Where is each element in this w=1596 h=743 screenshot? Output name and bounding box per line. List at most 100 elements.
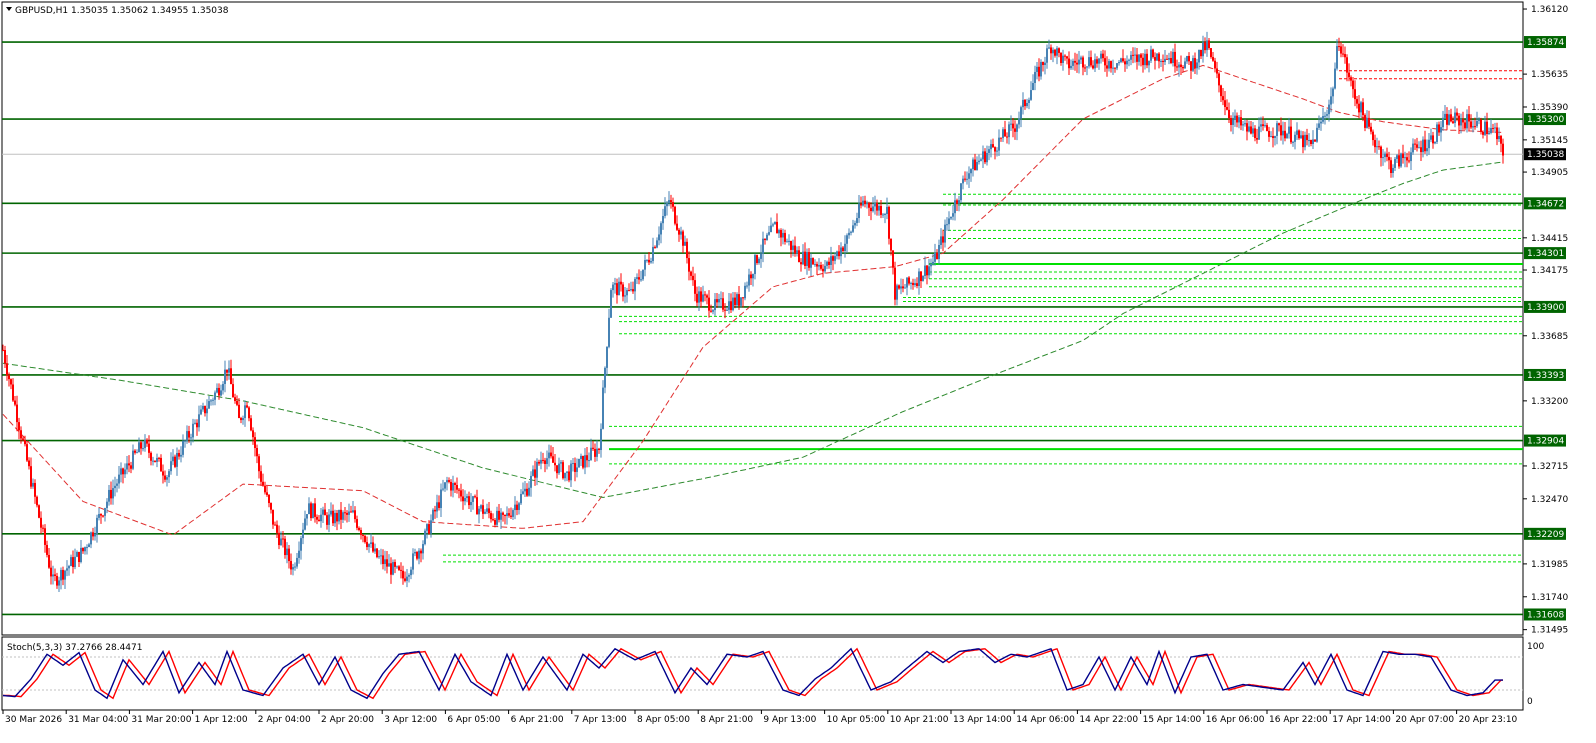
candle-body-bear bbox=[458, 489, 460, 491]
candle-body-bear bbox=[534, 469, 536, 478]
candle-body-bear bbox=[460, 490, 462, 497]
candle-body-bull bbox=[168, 471, 170, 478]
candle-body-bull bbox=[216, 387, 218, 393]
candle-body-bull bbox=[702, 294, 704, 302]
candle-body-bear bbox=[892, 250, 894, 268]
candle-body-bull bbox=[968, 173, 970, 179]
candle-body-bear bbox=[942, 236, 944, 243]
candle-body-bear bbox=[344, 512, 346, 514]
candle-body-bear bbox=[30, 466, 32, 487]
candle-body-bear bbox=[266, 492, 268, 495]
candle-body-bull bbox=[108, 489, 110, 502]
candle-body-bear bbox=[804, 251, 806, 266]
candle-body-bear bbox=[218, 387, 220, 396]
time-tick-label: 3 Apr 12:00 bbox=[384, 715, 437, 725]
candle-body-bull bbox=[1164, 58, 1166, 63]
candle-body-bull bbox=[1062, 55, 1064, 63]
candle-body-bull bbox=[1072, 60, 1074, 66]
candle-body-bull bbox=[1334, 68, 1336, 89]
time-tick-label: 6 Apr 21:00 bbox=[511, 715, 564, 725]
candle-body-bear bbox=[256, 448, 258, 457]
candle-body-bear bbox=[160, 457, 162, 472]
candle-body-bull bbox=[182, 441, 184, 455]
candle-body-bull bbox=[988, 149, 990, 153]
collapse-arrow-icon[interactable] bbox=[6, 7, 12, 11]
candle-body-bull bbox=[410, 569, 412, 576]
candle-body-bull bbox=[564, 472, 566, 479]
candle-body-bull bbox=[1232, 119, 1234, 125]
candle-body-bull bbox=[1070, 65, 1072, 69]
candle-body-bear bbox=[710, 310, 712, 312]
level-price-tag-label: 1.32209 bbox=[1527, 530, 1564, 540]
candle-body-bull bbox=[1322, 116, 1324, 122]
candle-body-bull bbox=[368, 544, 370, 548]
candle-body-bear bbox=[272, 509, 274, 525]
candle-body-bear bbox=[504, 514, 506, 517]
candle-body-bull bbox=[1320, 121, 1322, 124]
candle-body-bear bbox=[488, 508, 490, 514]
candle-body-bull bbox=[120, 468, 122, 475]
candle-body-bull bbox=[1382, 157, 1384, 159]
candle-body-bull bbox=[68, 566, 70, 569]
candle-body-bear bbox=[288, 548, 290, 562]
candle-body-bull bbox=[180, 454, 182, 457]
candle-body-bull bbox=[1044, 62, 1046, 66]
stoch-tick-label: 0 bbox=[1527, 697, 1533, 707]
candle-body-bull bbox=[766, 234, 768, 241]
candle-body-bull bbox=[472, 496, 474, 502]
candle-body-bear bbox=[248, 407, 250, 419]
level-price-tag-label: 1.35300 bbox=[1527, 115, 1564, 125]
time-tick-label: 15 Apr 14:00 bbox=[1143, 715, 1202, 725]
candle-body-bull bbox=[396, 566, 398, 568]
candle-body-bull bbox=[796, 250, 798, 254]
candle-body-bull bbox=[206, 408, 208, 414]
candle-body-bull bbox=[634, 278, 636, 292]
candle-body-bear bbox=[992, 144, 994, 148]
candle-body-bull bbox=[1032, 83, 1034, 91]
candle-body-bull bbox=[760, 253, 762, 259]
time-tick-label: 10 Apr 05:00 bbox=[827, 715, 886, 725]
candle-body-bear bbox=[22, 438, 24, 440]
candle-body-bull bbox=[1484, 121, 1486, 135]
candle-body-bear bbox=[574, 463, 576, 472]
candle-body-bear bbox=[146, 439, 148, 444]
candle-body-bull bbox=[846, 235, 848, 244]
candle-body-bear bbox=[1204, 42, 1206, 51]
candle-body-bear bbox=[1356, 99, 1358, 104]
candle-body-bull bbox=[1134, 54, 1136, 56]
candle-body-bull bbox=[944, 224, 946, 243]
candle-body-bear bbox=[864, 200, 866, 204]
candle-body-bear bbox=[1482, 131, 1484, 135]
candle-body-bull bbox=[836, 251, 838, 257]
candle-body-bear bbox=[690, 271, 692, 276]
horizontal-level-layer[interactable] bbox=[2, 41, 1523, 616]
level-price-tag bbox=[1524, 434, 1566, 447]
candle-body-bear bbox=[20, 430, 22, 439]
candle-body-bear bbox=[738, 294, 740, 306]
candle-body-bear bbox=[1408, 160, 1410, 162]
candle-body-bear bbox=[1298, 130, 1300, 139]
candle-body-bull bbox=[1150, 49, 1152, 61]
candle-body-bull bbox=[442, 488, 444, 490]
candle-body-bull bbox=[1052, 49, 1054, 54]
candle-body-bull bbox=[1336, 46, 1338, 69]
price-tick-label: 1.31740 bbox=[1531, 593, 1568, 603]
candle-body-bear bbox=[890, 238, 892, 251]
candle-body-bull bbox=[1242, 124, 1244, 126]
zone-layer bbox=[609, 262, 1523, 451]
candle-body-bear bbox=[258, 456, 260, 472]
candle-body-bear bbox=[326, 515, 328, 525]
candle-body-bull bbox=[1192, 58, 1194, 71]
candle-body-bull bbox=[370, 542, 372, 545]
candle-body-bear bbox=[1362, 102, 1364, 116]
candle-body-bear bbox=[16, 404, 18, 423]
candle-body-bear bbox=[502, 512, 504, 515]
candle-body-bear bbox=[1140, 54, 1142, 58]
candle-body-bull bbox=[528, 487, 530, 496]
candle-body-bear bbox=[34, 482, 36, 497]
candle-body-bull bbox=[600, 428, 602, 451]
candle-body-bull bbox=[698, 291, 700, 303]
candle-body-bull bbox=[1252, 128, 1254, 134]
